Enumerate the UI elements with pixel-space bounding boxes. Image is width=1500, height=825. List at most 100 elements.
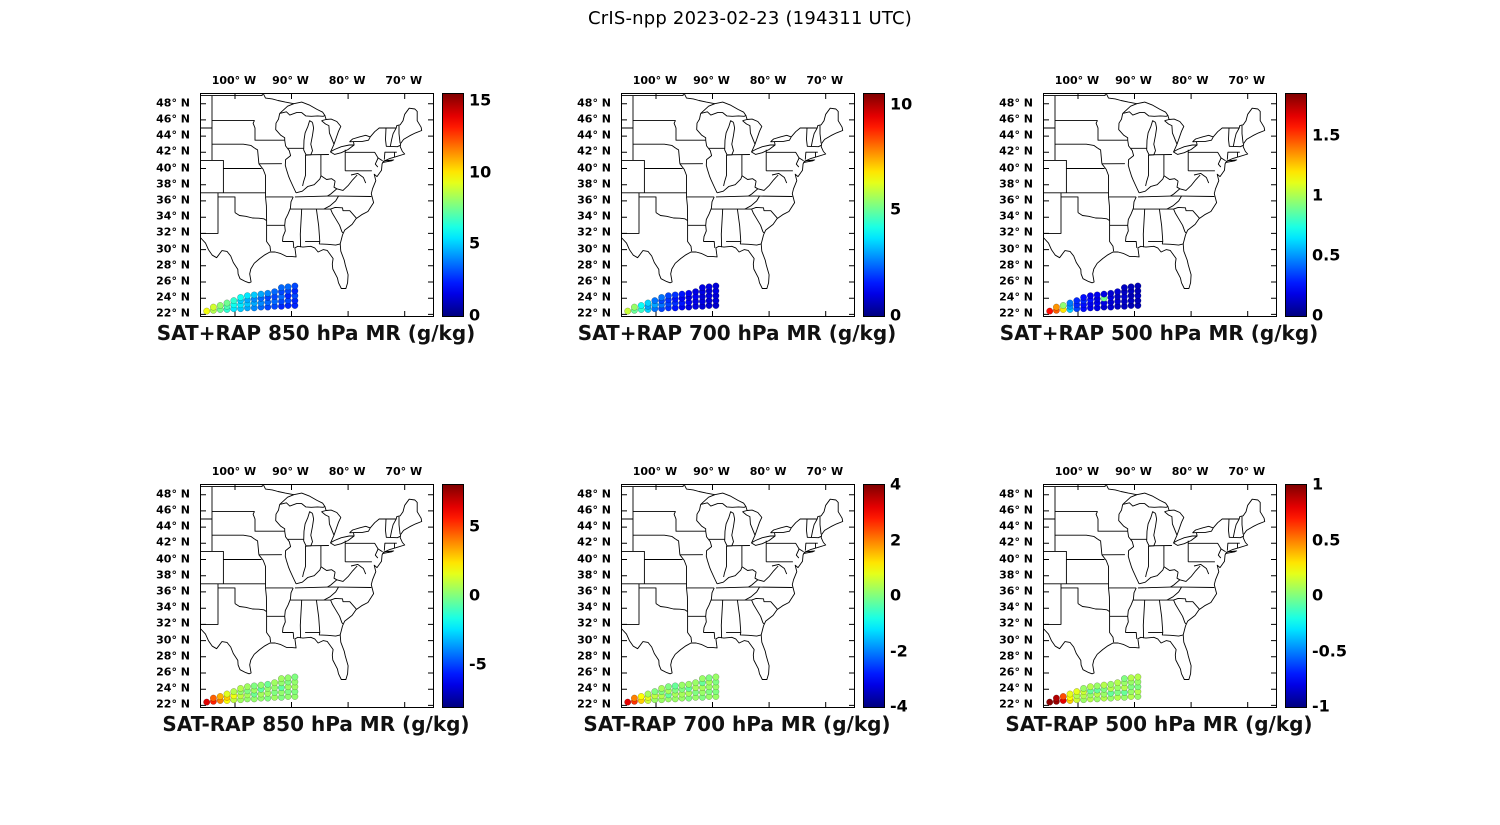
state-outline [803, 550, 816, 555]
state-outline [282, 587, 294, 633]
state-outline [201, 192, 219, 234]
state-outline [1161, 241, 1184, 246]
obs-dot [1100, 290, 1108, 298]
state-outline [633, 534, 677, 540]
state-outline [282, 241, 295, 248]
obs-dot [230, 297, 238, 305]
obs-dot [685, 289, 693, 297]
lat-tick-label: 46° N [577, 112, 611, 126]
state-outline [622, 192, 640, 234]
lat-tick-label: 30° N [156, 633, 190, 647]
lat-tick-label: 46° N [156, 503, 190, 517]
lon-tick-label: 70° W [806, 74, 844, 87]
state-outline [398, 516, 401, 535]
state-outline [744, 586, 760, 601]
map-canvas [201, 485, 433, 707]
state-outline [679, 554, 687, 588]
state-outline [679, 163, 687, 197]
obs-dot [1127, 283, 1135, 291]
obs-dot [678, 681, 686, 689]
lat-tick-label: 42° N [156, 535, 190, 549]
state-outline [1138, 175, 1179, 194]
lon-tick-label: 80° W [328, 74, 366, 87]
lat-tick-label: 46° N [999, 112, 1033, 126]
map-canvas [1044, 94, 1276, 316]
state-outline [302, 154, 306, 187]
obs-dot [1127, 674, 1135, 682]
state-outline [703, 587, 715, 633]
obs-dot [257, 681, 265, 689]
lat-tick-label: 24° N [156, 681, 190, 695]
state-outline [303, 511, 315, 547]
lon-tick-label: 90° W [1115, 74, 1152, 87]
state-outline [1077, 603, 1110, 612]
state-outline [715, 586, 793, 589]
state-outline [299, 600, 303, 639]
obs-dot [1059, 302, 1067, 309]
lon-tick-label: 80° W [749, 465, 787, 478]
obs-dot [223, 299, 231, 307]
state-outline [770, 525, 792, 534]
map-canvas [622, 485, 854, 707]
state-outline [696, 504, 707, 532]
map-frame [1043, 484, 1277, 708]
colorbar [1285, 93, 1307, 317]
state-outline [1173, 535, 1178, 544]
state-outline [1127, 531, 1140, 584]
state-outline [720, 209, 724, 248]
state-outline [803, 159, 816, 164]
colorbar [442, 93, 464, 317]
colorbar-tick-label: 1 [1312, 474, 1324, 494]
lat-tick-label: 34° N [577, 600, 611, 614]
state-outline [1164, 118, 1185, 145]
state-outline [774, 532, 776, 537]
state-outline [1192, 525, 1214, 534]
state-outline [696, 113, 707, 141]
state-outline [1097, 147, 1103, 164]
longitude-axis: 100° W 90° W 80° W 70° W [200, 63, 432, 89]
lat-tick-label: 22° N [577, 697, 611, 711]
obs-dot [644, 690, 652, 698]
obs-dot [698, 284, 706, 292]
state-outline [330, 535, 355, 546]
lat-tick-label: 36° N [577, 193, 611, 207]
colorbar-ticks: 0 5 10 [890, 93, 945, 324]
state-outline [798, 548, 804, 553]
state-outline [1095, 120, 1128, 141]
state-outline [295, 175, 336, 194]
obs-dot [1120, 675, 1128, 683]
lat-tick-label: 30° N [999, 242, 1033, 256]
obs-dot [243, 292, 251, 300]
lat-tick-label: 30° N [577, 633, 611, 647]
obs-dot [243, 683, 251, 691]
obs-dot [203, 698, 211, 706]
lat-tick-label: 48° N [999, 487, 1033, 501]
lat-tick-label: 40° N [999, 161, 1033, 175]
state-outline [345, 542, 379, 559]
state-outline [703, 241, 716, 248]
lat-tick-label: 32° N [156, 616, 190, 630]
obs-dot [644, 299, 652, 307]
lat-tick-label: 42° N [999, 535, 1033, 549]
state-outline [201, 498, 423, 680]
state-outline [1125, 587, 1137, 633]
colorbar-tick-label: 0 [469, 305, 481, 325]
lat-tick-label: 44° N [577, 128, 611, 142]
state-outline [715, 195, 793, 198]
colorbar-tick-label: 2 [890, 530, 902, 549]
state-outline [234, 603, 267, 612]
state-outline [1173, 535, 1198, 546]
map-panel-sat-minus-rap-500: 100° W 90° W 80° W 70° W 48° N 46° N 44° N 42°… [988, 446, 1368, 756]
state-outline [385, 127, 387, 147]
colorbar-tick-label: 5 [890, 199, 902, 219]
state-outline [350, 563, 367, 575]
lat-tick-label: 28° N [156, 258, 190, 272]
state-outline [330, 144, 355, 155]
colorbar-tick-label: 0.5 [1312, 530, 1341, 549]
state-outline [819, 516, 822, 535]
state-outline [739, 632, 762, 637]
obs-dot [705, 283, 713, 291]
state-outline [1125, 196, 1137, 242]
state-outline [1109, 220, 1115, 252]
state-outline [258, 163, 266, 197]
